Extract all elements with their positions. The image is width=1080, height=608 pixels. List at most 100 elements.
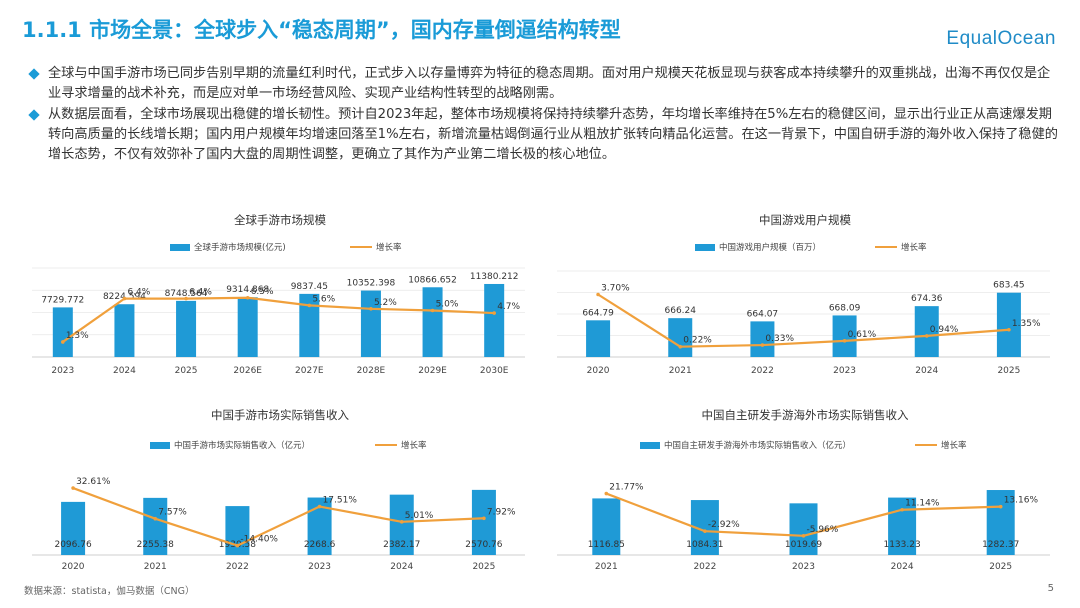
growth-label: -5.96%	[807, 525, 839, 535]
bar	[61, 501, 86, 555]
growth-point	[153, 516, 158, 521]
legend-line-label: 增长率	[376, 242, 402, 253]
growth-point	[61, 340, 65, 344]
growth-point	[760, 343, 765, 347]
legend-bar-label: 中国自主研发手游海外市场实际销售收入（亿元）	[664, 440, 851, 451]
x-tick-label: 2021	[669, 366, 692, 376]
x-tick-label: 2024	[915, 366, 938, 376]
bar	[750, 321, 775, 357]
equalocean-logo: EqualOcean	[946, 28, 1056, 49]
x-tick-label: 2025	[472, 562, 495, 572]
bar	[114, 304, 135, 357]
legend-line-label: 增长率	[941, 440, 967, 451]
chart-title: 中国自主研发手游海外市场实际销售收入	[702, 408, 909, 422]
x-tick-label: 2027E	[295, 366, 324, 376]
growth-line	[62, 296, 495, 343]
bullet-list: 全球与中国手游市场已同步告别早期的流量红利时代，正式步入以存量博弈为特征的稳态周…	[28, 64, 1058, 166]
bar	[668, 318, 693, 357]
bar-value-label: 8748.564	[165, 289, 208, 299]
growth-point	[900, 507, 904, 512]
chart-title: 全球手游市场规模	[234, 213, 326, 227]
growth-label: 4.7%	[497, 302, 520, 312]
diamond-bullet-icon	[28, 109, 40, 121]
growth-label: -2.92%	[708, 520, 740, 530]
chart-china-mobile-game-revenue: 中国手游市场实际销售收入 中国手游市场实际销售收入（亿元） 增长率 2096.76 20…	[20, 400, 540, 590]
x-tick-label: 2021	[595, 562, 618, 572]
x-tick-label: 2030E	[480, 366, 509, 376]
x-tick-label: 2021	[144, 562, 167, 572]
bar	[592, 498, 621, 555]
page-number: 5	[1047, 583, 1054, 594]
growth-point	[430, 308, 435, 313]
x-tick-label: 2023	[792, 562, 815, 572]
growth-point	[924, 334, 929, 338]
bar-value-label: 2570.76	[465, 540, 502, 550]
growth-label: 7.57%	[158, 508, 187, 518]
x-tick-label: 2028E	[357, 366, 386, 376]
legend-bar-swatch	[695, 244, 715, 251]
bar-value-label: 1282.37	[982, 540, 1019, 550]
growth-point	[71, 486, 75, 490]
growth-point	[596, 292, 600, 297]
legend-bar-swatch	[640, 442, 660, 449]
bar	[237, 297, 258, 357]
bar	[888, 497, 917, 555]
growth-label: 6.4%	[189, 288, 212, 298]
legend-bar-swatch	[150, 442, 170, 449]
bar-value-label: 1116.85	[588, 540, 625, 550]
legend-bar-swatch	[170, 244, 190, 251]
growth-label: 32.61%	[76, 477, 111, 487]
growth-point	[369, 307, 373, 311]
bar-value-label: 1084.31	[686, 540, 723, 550]
x-tick-label: 2020	[62, 562, 85, 572]
growth-label: 0.33%	[765, 334, 794, 344]
bar-value-label: 674.36	[911, 294, 943, 304]
growth-label: 0.94%	[930, 325, 959, 335]
x-tick-label: 2023	[51, 366, 74, 376]
bar-value-label: 2268.6	[304, 540, 336, 550]
growth-label: 0.61%	[848, 330, 877, 340]
growth-point	[492, 311, 496, 315]
bullet-item: 全球与中国手游市场已同步告别早期的流量红利时代，正式步入以存量博弈为特征的稳态周…	[28, 64, 1058, 104]
bar	[986, 490, 1015, 555]
legend-line-label: 增长率	[901, 242, 927, 253]
bar	[52, 307, 73, 357]
bar	[914, 306, 939, 357]
bar-value-label: 668.09	[829, 303, 861, 313]
bar	[389, 494, 414, 555]
bar	[586, 320, 611, 357]
growth-label: 6.4%	[127, 288, 150, 298]
legend-line-label: 增长率	[401, 440, 427, 451]
legend-bar-label: 中国游戏用户规模（百万）	[719, 242, 821, 253]
x-tick-label: 2025	[997, 366, 1020, 376]
growth-label: 1.35%	[1012, 319, 1041, 329]
chart-svg: 全球手游市场规模全球手游市场规模(亿元)增长率7729.77220238224.…	[32, 213, 525, 376]
bar	[484, 283, 505, 357]
bar	[996, 292, 1021, 357]
growth-label: 1.3%	[66, 331, 89, 341]
growth-label: 3.70%	[601, 284, 630, 294]
growth-label: 5.6%	[312, 294, 335, 304]
growth-line	[597, 293, 1009, 348]
chart-global-mobile-game-market: 全球手游市场规模全球手游市场规模(亿元)增长率7729.77220238224.…	[20, 205, 540, 395]
bar-value-label: 10352.398	[347, 279, 396, 289]
x-tick-label: 2022	[226, 562, 249, 572]
bar	[832, 315, 857, 357]
x-tick-label: 2026E	[233, 366, 262, 376]
chart-china-overseas-revenue: 中国自主研发手游海外市场实际销售收入中国自主研发手游海外市场实际销售收入（亿元）…	[545, 400, 1065, 590]
bar-value-label: 2382.17	[383, 540, 420, 550]
bar	[360, 290, 381, 357]
bar-value-label: 1133.23	[883, 540, 920, 550]
bullet-item: 从数据层面看，全球市场展现出稳健的增长韧性。预计自2023年起，整体市场规模将保…	[28, 105, 1058, 165]
legend-bar-label: 中国手游市场实际销售收入（亿元）	[174, 440, 310, 451]
growth-label: 6.5%	[251, 287, 274, 297]
x-tick-label: 2020	[587, 366, 610, 376]
bullet-text: 从数据层面看，全球市场展现出稳健的增长韧性。预计自2023年起，整体市场规模将保…	[48, 107, 1058, 162]
bar-value-label: 2255.38	[137, 540, 174, 550]
growth-label: 17.51%	[323, 496, 358, 506]
bar	[176, 300, 197, 357]
bar	[422, 287, 443, 357]
bar-value-label: 9314.868	[226, 285, 269, 295]
bar	[143, 497, 168, 555]
